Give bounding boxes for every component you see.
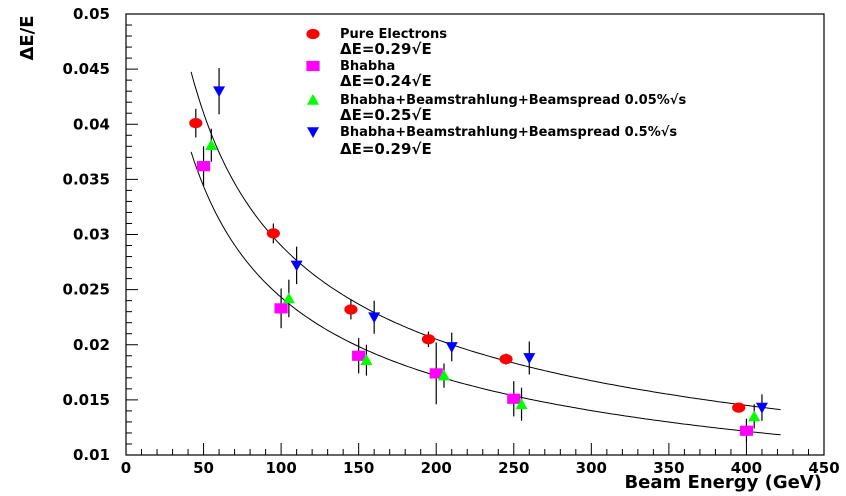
data-point bbox=[196, 161, 211, 172]
x-tick-label: 150 bbox=[343, 459, 374, 477]
plot-frame bbox=[125, 13, 825, 456]
legend-resolution: ΔE=0.25√E bbox=[340, 106, 432, 124]
y-tick-label: 0.015 bbox=[63, 391, 110, 409]
axes: 0 50 100 150 200 250 300 350 400 450 0.01 0.015 0.02… bbox=[63, 5, 840, 477]
data-point bbox=[290, 260, 303, 272]
legend-marker bbox=[307, 94, 319, 105]
data-point bbox=[213, 86, 226, 98]
fit-curve bbox=[190, 151, 781, 436]
data-point bbox=[507, 393, 521, 404]
data-point bbox=[748, 410, 761, 422]
data-point bbox=[360, 354, 373, 365]
x-tick-label: 0 bbox=[121, 459, 131, 477]
data-point bbox=[368, 312, 381, 324]
data-point bbox=[282, 292, 295, 304]
data-point bbox=[352, 350, 366, 361]
legend-label: Bhabha+Beamstrahlung+Beamspread 0.5%√s bbox=[340, 125, 677, 140]
legend-label: Pure Electrons bbox=[340, 27, 447, 42]
x-tick-label: 400 bbox=[731, 459, 762, 477]
y-tick-label: 0.035 bbox=[63, 170, 110, 188]
data-point bbox=[445, 342, 458, 353]
data-point bbox=[266, 228, 280, 239]
y-tick-label: 0.02 bbox=[73, 336, 110, 354]
y-tick-label: 0.045 bbox=[63, 60, 110, 78]
data-point bbox=[274, 303, 288, 314]
x-tick-label: 200 bbox=[421, 459, 452, 477]
y-axis-label: ΔE/E bbox=[17, 15, 38, 60]
x-tick-label: 250 bbox=[498, 459, 529, 477]
x-tick-label: 450 bbox=[808, 459, 839, 477]
legend-marker bbox=[307, 127, 319, 138]
data-point bbox=[189, 118, 203, 129]
y-tick-label: 0.025 bbox=[63, 281, 110, 299]
data-point bbox=[205, 139, 218, 150]
legend-label: Bhabha bbox=[340, 59, 395, 74]
y-tick-label: 0.04 bbox=[73, 115, 110, 133]
data-point bbox=[732, 402, 746, 413]
data-point bbox=[429, 368, 443, 379]
legend-marker bbox=[306, 60, 320, 72]
data-point bbox=[523, 353, 536, 364]
x-tick-label: 100 bbox=[265, 459, 296, 477]
legend-resolution: ΔE=0.24√E bbox=[340, 72, 432, 90]
data-point bbox=[421, 334, 436, 345]
legend-resolution: ΔE=0.29√E bbox=[340, 140, 432, 158]
data-point bbox=[515, 398, 528, 410]
x-axis-label: Beam Energy (GeV) bbox=[624, 472, 822, 493]
data-point bbox=[499, 353, 513, 365]
legend-label: Bhabha+Beamstrahlung+Beamspread 0.05%√s bbox=[340, 93, 686, 108]
data-point bbox=[344, 304, 358, 315]
data-point bbox=[739, 425, 754, 436]
legend-marker bbox=[306, 28, 320, 40]
x-tick-label: 300 bbox=[576, 459, 607, 477]
x-tick-label: 50 bbox=[193, 459, 214, 477]
x-tick-label: 350 bbox=[653, 459, 684, 477]
data-point bbox=[437, 369, 450, 381]
legend-resolution: ΔE=0.29√E bbox=[340, 40, 432, 58]
y-tick-label: 0.03 bbox=[73, 226, 110, 244]
fit-curve bbox=[190, 71, 781, 411]
data-points bbox=[189, 68, 768, 443]
legend: Pure ElectronsΔE=0.29√EBhabhaΔE=0.24√EBh… bbox=[306, 27, 686, 158]
y-tick-label: 0.05 bbox=[73, 5, 110, 23]
data-point bbox=[755, 402, 768, 414]
y-tick-label: 0.01 bbox=[73, 446, 110, 464]
